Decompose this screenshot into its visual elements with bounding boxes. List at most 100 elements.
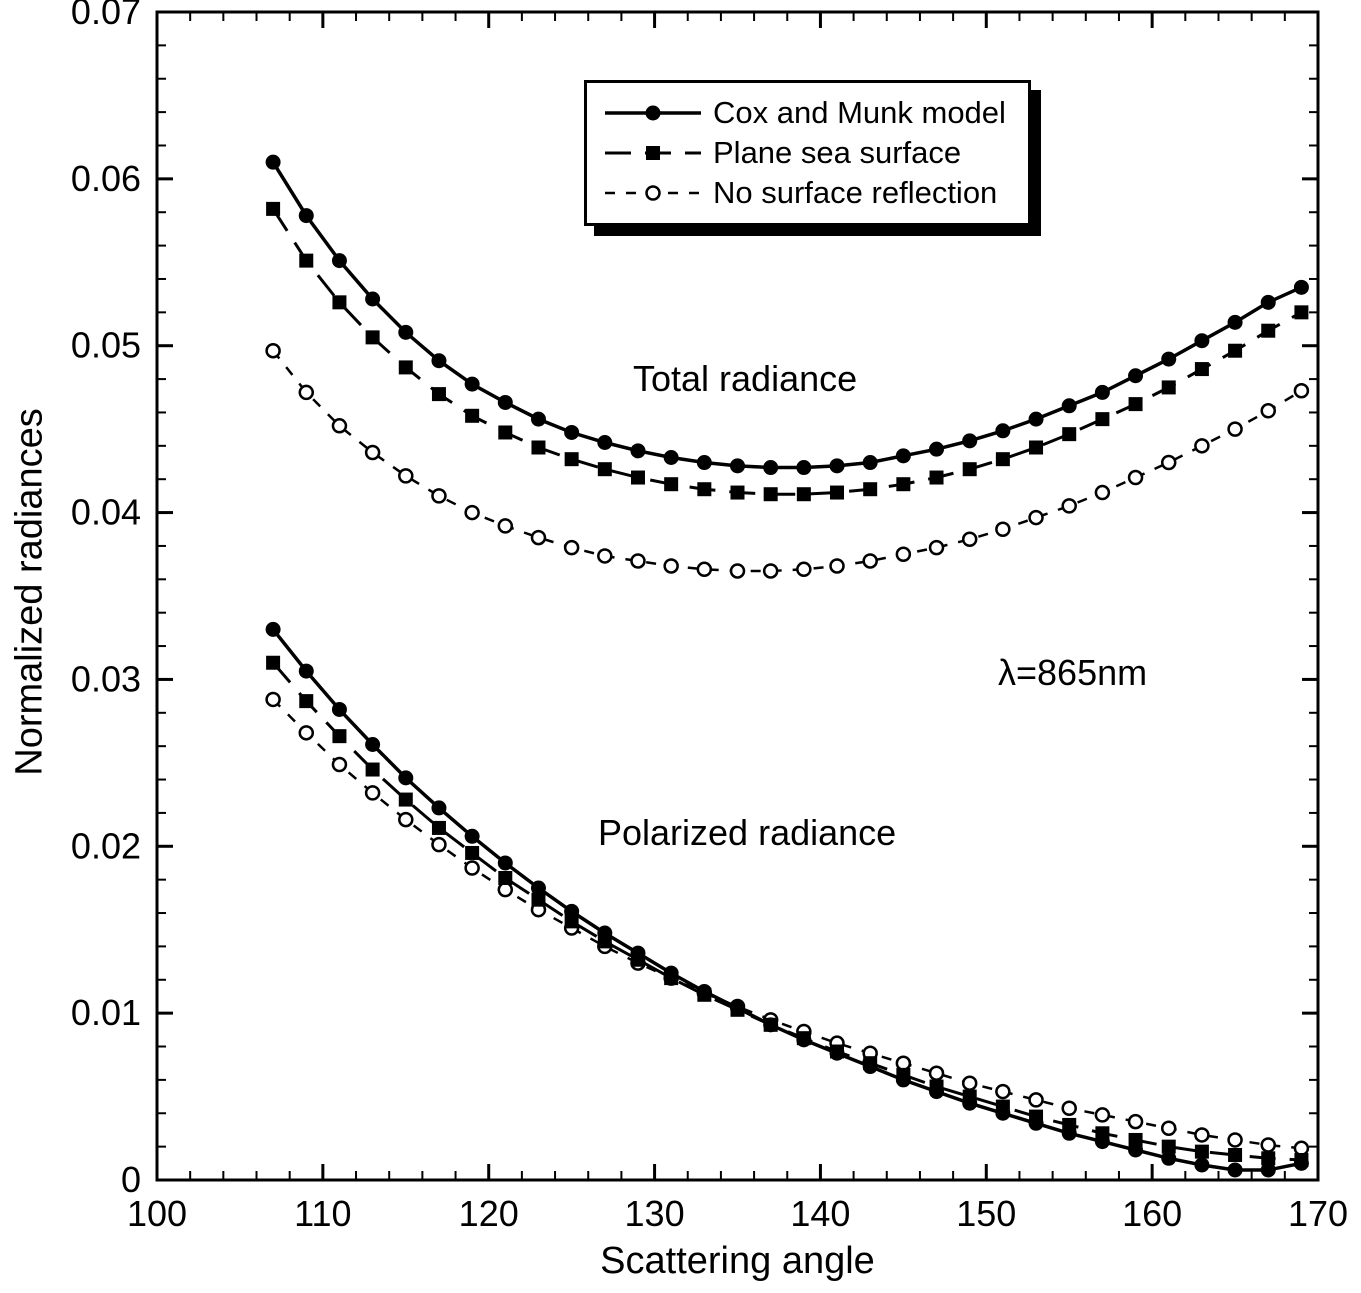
marker-filled-square: [365, 330, 380, 345]
marker-filled-circle: [597, 925, 613, 941]
marker-filled-circle: [829, 1045, 845, 1061]
marker-filled-square: [995, 452, 1010, 467]
marker-filled-square: [1029, 440, 1044, 455]
marker-filled-circle: [1227, 1162, 1243, 1178]
marker-open-circle: [464, 504, 480, 521]
axis-box: [155, 10, 1320, 1182]
marker-filled-circle: [1194, 333, 1210, 349]
marker-filled-square: [1095, 412, 1110, 427]
marker-filled-circle: [696, 455, 712, 471]
x-axis-title: Scattering angle: [600, 1240, 875, 1282]
marker-open-circle: [1028, 1092, 1044, 1108]
marker-open-circle: [645, 185, 661, 201]
marker-filled-circle: [464, 376, 480, 392]
y-tick-labels: 0 0.01 0.02 0.03 0.04 0.05 0.06 0.07: [71, 0, 141, 1200]
marker-filled-circle: [497, 394, 513, 410]
marker-open-circle: [961, 1075, 978, 1091]
marker-open-circle: [829, 558, 845, 574]
marker-filled-square: [1228, 1147, 1243, 1162]
marker-open-circle: [265, 691, 281, 708]
marker-open-circle: [1194, 1127, 1210, 1143]
marker-filled-circle: [1161, 1150, 1177, 1166]
y-tick-label: 0: [121, 1159, 141, 1200]
legend: Cox and Munk model Plane sea surface No …: [584, 80, 1031, 226]
legend-item-cox-and-munk: Cox and Munk model: [601, 93, 1006, 133]
marker-filled-circle: [1293, 279, 1309, 295]
y-axis-title: Normalized radiances: [8, 408, 51, 776]
series-line: [271, 628, 1302, 1172]
marker-open-circle: [1227, 1132, 1243, 1148]
marker-filled-circle: [298, 208, 314, 224]
marker-open-circle: [729, 563, 746, 579]
marker-open-circle: [928, 539, 945, 556]
marker-filled-circle: [995, 1105, 1011, 1121]
marker-open-circle: [331, 418, 348, 434]
marker-filled-square: [498, 870, 513, 885]
series-polarized-radiance-plane-sea-surface: [266, 655, 1309, 1167]
marker-filled-square: [730, 485, 745, 500]
marker-filled-circle: [1260, 294, 1276, 310]
y-tick-label: 0.07: [71, 0, 141, 32]
series-total-radiance-no-surface-reflection: [265, 342, 1310, 579]
marker-open-circle: [630, 553, 646, 569]
marker-filled-circle: [1094, 1134, 1110, 1150]
marker-filled-circle: [829, 458, 845, 474]
marker-filled-square: [646, 146, 660, 160]
marker-open-circle: [995, 521, 1011, 538]
marker-filled-square: [1261, 323, 1276, 338]
marker-filled-square: [398, 360, 413, 375]
axis-ticks: [155, 10, 1320, 1182]
marker-filled-square: [664, 477, 679, 492]
series-total-radiance-plane-sea-surface: [266, 201, 1309, 502]
marker-filled-circle: [497, 855, 513, 871]
marker-filled-circle: [796, 460, 812, 476]
legend-label: No surface reflection: [713, 175, 998, 210]
marker-filled-circle: [929, 1084, 945, 1100]
marker-open-circle: [464, 860, 480, 876]
legend-label: Plane sea surface: [713, 135, 962, 170]
marker-filled-square: [531, 440, 546, 455]
marker-filled-circle: [895, 448, 911, 464]
marker-filled-circle: [398, 324, 414, 340]
marker-open-circle: [530, 529, 547, 546]
marker-filled-circle: [1128, 368, 1144, 384]
annotation-total-radiance: Total radiance: [633, 358, 858, 399]
marker-open-circle: [497, 881, 514, 898]
marker-filled-circle: [564, 424, 580, 440]
marker-filled-circle: [895, 1072, 911, 1088]
marker-filled-circle: [1028, 411, 1044, 427]
marker-open-circle: [796, 561, 812, 578]
marker-open-circle: [1094, 1107, 1111, 1123]
marker-open-circle: [398, 468, 414, 484]
series-polarized-radiance-cox-and-munk-model: [265, 621, 1309, 1178]
marker-open-circle: [995, 1083, 1011, 1100]
series-total-radiance-cox-and-munk-model: [265, 154, 1309, 476]
marker-open-circle: [497, 518, 514, 534]
marker-open-circle: [1094, 484, 1111, 501]
marker-filled-circle: [331, 701, 347, 717]
marker-filled-circle: [1094, 384, 1110, 400]
marker-filled-circle: [265, 621, 281, 637]
x-tick-label: 160: [1122, 1193, 1182, 1234]
marker-filled-circle: [929, 441, 945, 457]
legend-item-plane-sea-surface: Plane sea surface: [601, 133, 1006, 173]
marker-filled-circle: [763, 1017, 779, 1033]
marker-filled-square: [431, 387, 446, 402]
marker-filled-square: [1062, 427, 1077, 442]
marker-filled-circle: [1161, 351, 1177, 367]
marker-filled-square: [796, 487, 811, 502]
annotation-polarized-radiance: Polarized radiance: [598, 812, 897, 853]
marker-filled-circle: [962, 433, 978, 449]
marker-filled-square: [1194, 1144, 1209, 1159]
marker-filled-circle: [1227, 314, 1243, 330]
marker-filled-square: [266, 655, 281, 670]
marker-filled-square: [962, 462, 977, 477]
series-line: [272, 698, 1302, 1150]
marker-filled-circle: [398, 770, 414, 786]
marker-open-circle: [364, 785, 381, 801]
marker-filled-circle: [862, 1059, 878, 1075]
y-tick-label: 0.05: [71, 325, 141, 366]
marker-filled-circle: [663, 450, 679, 466]
marker-open-circle: [1127, 469, 1144, 486]
marker-filled-square: [332, 295, 347, 310]
